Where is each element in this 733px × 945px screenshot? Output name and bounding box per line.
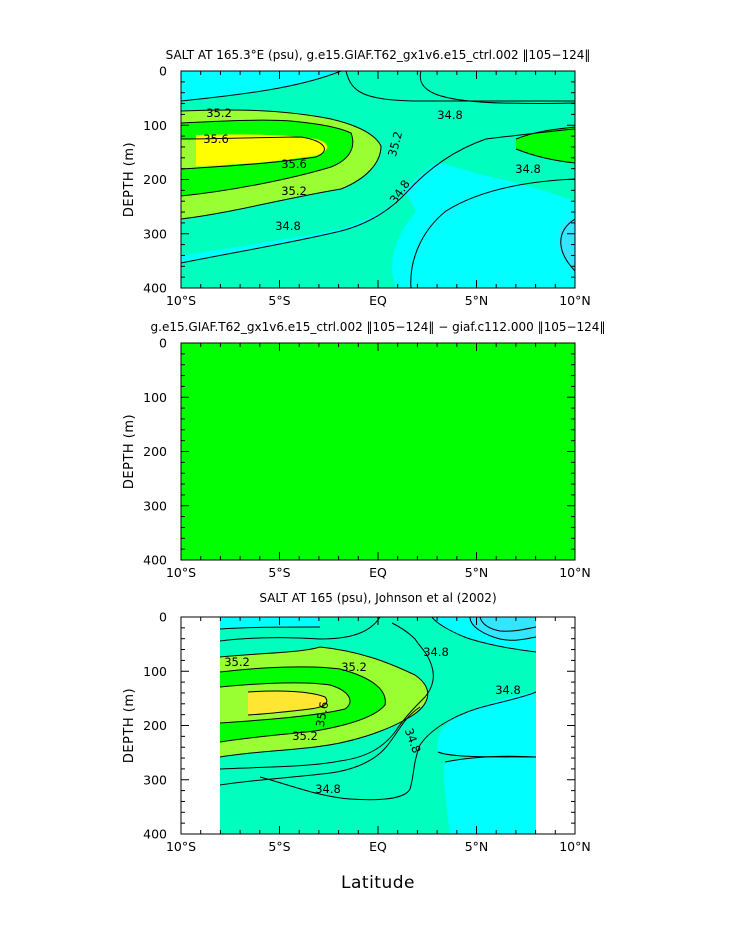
- region-bright-green: [181, 343, 575, 560]
- panel3-plot-area: [220, 617, 536, 834]
- contour-label: 35.2: [224, 655, 250, 669]
- x-tick-label: 10°N: [559, 293, 591, 308]
- y-tick-label: 400: [143, 281, 167, 296]
- region-cyan-east: [437, 692, 536, 757]
- contour-label: 35.2: [206, 106, 232, 120]
- contour-label: 35.6: [281, 157, 307, 171]
- contour-label: 35.6: [313, 700, 331, 728]
- panel1-title: SALT AT 165.3°E (psu), g.e15.GIAF.T62_gx…: [166, 48, 591, 62]
- y-axis-label: DEPTH (m): [122, 688, 137, 763]
- contour-label: 34.8: [275, 219, 301, 233]
- x-tick-label: EQ: [369, 565, 387, 580]
- panel-model-salinity: SALT AT 165.3°E (psu), g.e15.GIAF.T62_gx…: [122, 48, 591, 309]
- contour-label: 34.8: [495, 683, 521, 697]
- x-tick-label: 10°S: [166, 565, 196, 580]
- contour-label: 34.8: [515, 162, 541, 176]
- y-tick-label: 200: [143, 444, 167, 459]
- x-tick-label: EQ: [369, 839, 387, 854]
- y-tick-label: 400: [143, 827, 167, 842]
- y-tick-label: 200: [143, 718, 167, 733]
- region-yellow-core: [196, 134, 328, 166]
- x-axis-label: Latitude: [341, 873, 415, 893]
- contour-label: 35.2: [281, 184, 307, 198]
- panel3-contour-lines: [220, 617, 536, 801]
- x-tick-label: 5°N: [465, 839, 489, 854]
- contour-label: 35.2: [292, 729, 318, 743]
- region-light-cyan: [470, 617, 536, 641]
- y-axis-label: DEPTH (m): [122, 142, 137, 217]
- region-cyan-deep: [443, 756, 536, 834]
- panel-observed-salinity: SALT AT 165 (psu), Johnson et al (2002): [122, 591, 591, 854]
- panel1-plot-area: [181, 71, 575, 288]
- contour-label: 34.8: [315, 782, 341, 796]
- x-tick-label: 10°S: [166, 839, 196, 854]
- y-tick-label: 400: [143, 553, 167, 568]
- contour-label: 34.8: [437, 108, 463, 122]
- x-tick-label: 5°S: [268, 293, 290, 308]
- x-tick-label: 5°S: [268, 565, 290, 580]
- panel3-title: SALT AT 165 (psu), Johnson et al (2002): [259, 591, 496, 605]
- panel1-axes: 10°S 5°S EQ 5°N 10°N 0 100 200 300 400 DEPTH (m): [122, 64, 591, 309]
- x-tick-label: 5°N: [465, 565, 489, 580]
- y-tick-label: 100: [143, 390, 167, 405]
- y-tick-label: 300: [143, 226, 167, 241]
- contour-label: 35.6: [203, 132, 229, 146]
- y-axis-label: DEPTH (m): [122, 414, 137, 489]
- y-tick-label: 0: [159, 64, 167, 79]
- y-tick-label: 100: [143, 664, 167, 679]
- x-tick-label: 10°N: [559, 565, 591, 580]
- panel3-axes: 10°S 5°S EQ 5°N 10°N 0 100 200 300 400 DEPTH (m): [122, 610, 591, 855]
- contour-label: 35.2: [341, 660, 367, 674]
- x-tick-label: 10°N: [559, 839, 591, 854]
- x-tick-label: 5°S: [268, 839, 290, 854]
- y-tick-label: 0: [159, 610, 167, 625]
- panel-difference: g.e15.GIAF.T62_gx1v6.e15_ctrl.002 ‖105−1…: [122, 320, 605, 580]
- y-tick-label: 100: [143, 118, 167, 133]
- y-tick-label: 200: [143, 172, 167, 187]
- x-tick-label: EQ: [369, 293, 387, 308]
- y-tick-label: 0: [159, 336, 167, 351]
- x-tick-label: 5°N: [465, 293, 489, 308]
- contour-label: 34.8: [423, 645, 449, 659]
- contour-label: 35.2: [385, 130, 405, 158]
- panel2-axes: 10°S 5°S EQ 5°N 10°N 0 100 200 300 400 DEPTH (m): [122, 336, 591, 581]
- panel2-title: g.e15.GIAF.T62_gx1v6.e15_ctrl.002 ‖105−1…: [151, 320, 606, 334]
- y-tick-label: 300: [143, 772, 167, 787]
- x-tick-label: 10°S: [166, 293, 196, 308]
- region-cyan-surface: [220, 617, 536, 652]
- y-tick-label: 300: [143, 498, 167, 513]
- panel1-contour-lines: [181, 71, 575, 288]
